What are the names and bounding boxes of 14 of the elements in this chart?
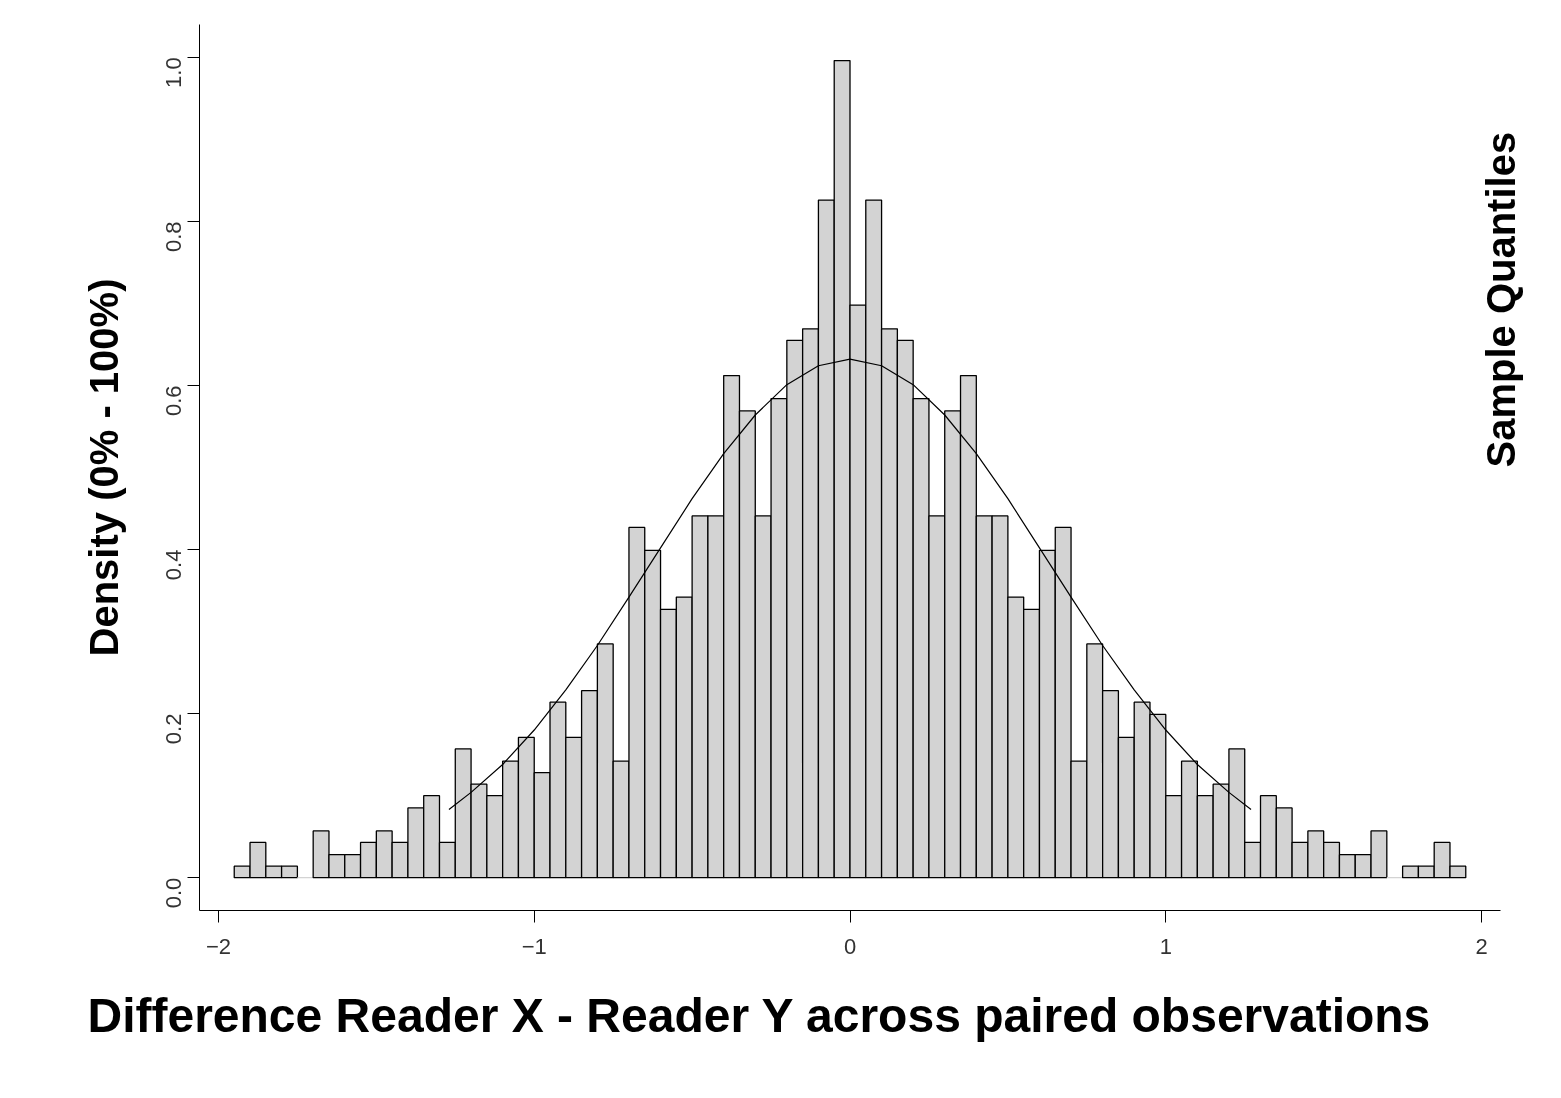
x-tick-label: 0 (843, 933, 857, 959)
y-tick-label: 0.6 (161, 385, 186, 417)
y-axis-title: Density (0% - 100%) (81, 278, 126, 657)
y-tick-label: 0.8 (161, 221, 186, 252)
y-tick-label: 0.0 (161, 877, 186, 909)
y-tick-label: 0.4 (161, 549, 186, 581)
x-tick-label: −1 (521, 933, 547, 959)
y-tick-label: 1.0 (161, 57, 186, 88)
annotation: Sample Quantiles (1478, 131, 1523, 468)
x-axis-title: Difference Reader X - Reader Y across paired observations (87, 988, 1431, 1042)
x-tick-label: 2 (1475, 933, 1488, 959)
x-tick-label: 1 (1159, 933, 1172, 959)
x-tick-label: −2 (205, 933, 231, 959)
y-tick-label: 0.2 (161, 713, 186, 745)
